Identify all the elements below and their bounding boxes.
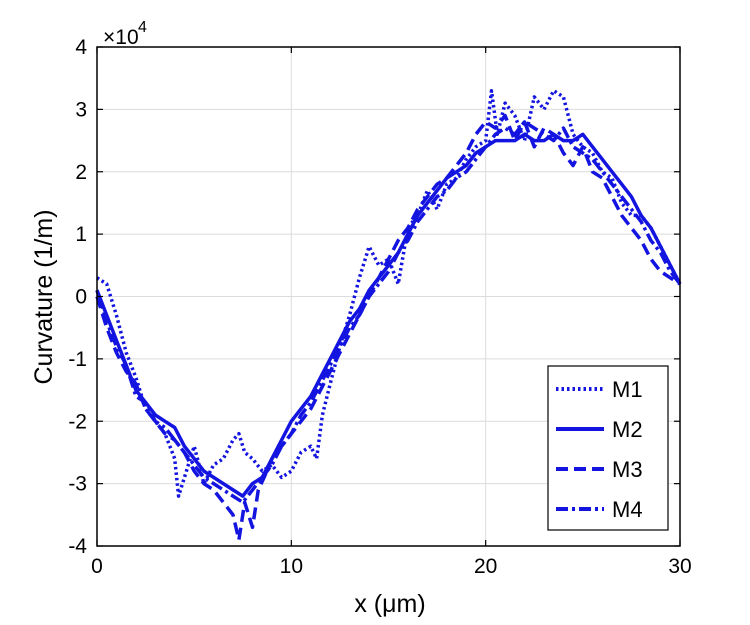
x-tick-label: 0 (91, 555, 103, 578)
y-tick-label: -1 (68, 348, 87, 371)
series-lines (95, 88, 682, 542)
y-tick-label: 0 (75, 286, 87, 309)
y-tick-label: -3 (68, 473, 87, 496)
axis-ticks: 0 10 20 30 -4 -3 -2 -1 0 1 2 3 4 (68, 36, 691, 578)
x-tick-label: 20 (474, 555, 497, 578)
y-axis-title: Curvature (1/m) (30, 209, 58, 384)
y-tick-label: -4 (68, 535, 87, 558)
y-scale-factor: ×10 4 (103, 19, 147, 49)
series-m3-line (95, 113, 681, 542)
series-m4-line (95, 120, 682, 505)
legend-box (547, 365, 669, 531)
y-tick-label: 4 (75, 36, 87, 59)
x-axis-title: x (μm) (354, 590, 425, 618)
legend: M1 M2 M3 M4 (547, 365, 669, 531)
series-m2-line (95, 132, 682, 498)
legend-label-m3: M3 (612, 457, 643, 482)
y-scale-prefix: ×10 (103, 26, 139, 49)
y-scale-exponent: 4 (138, 19, 147, 36)
y-tick-label: -2 (68, 410, 87, 433)
y-tick-label: 1 (75, 223, 87, 246)
y-tick-label: 3 (75, 98, 87, 121)
x-tick-label: 10 (280, 555, 303, 578)
y-tick-label: 2 (75, 161, 87, 184)
legend-label-m2: M2 (612, 417, 643, 442)
legend-label-m4: M4 (612, 497, 643, 522)
x-tick-label: 30 (668, 555, 691, 578)
legend-label-m1: M1 (612, 377, 643, 402)
